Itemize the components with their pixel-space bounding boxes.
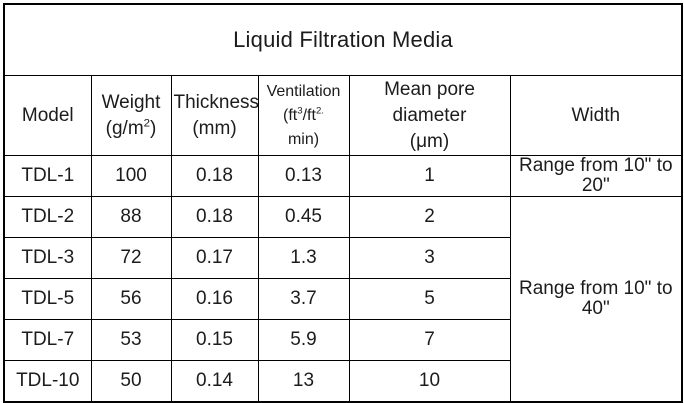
superscript: 2	[143, 117, 150, 130]
table-row: TDL-10 50 0.14 13 10	[3, 360, 682, 403]
header-ventilation-line3: min)	[287, 130, 320, 148]
cell-pore: 2	[348, 196, 511, 238]
cell-pore: 7	[348, 319, 511, 361]
cell-thickness: 0.17	[170, 237, 259, 279]
cell-ventilation: 0.45	[257, 196, 350, 238]
cell-thickness: 0.14	[170, 360, 259, 403]
header-pore-line3: (μm)	[409, 130, 450, 152]
cell-weight: 88	[90, 196, 172, 238]
title-row: Liquid Filtration Media	[3, 3, 683, 76]
superscript: 3	[297, 105, 303, 117]
cell-pore: 5	[348, 278, 511, 320]
cell-weight: 56	[90, 278, 172, 320]
cell-thickness: 0.15	[170, 319, 259, 361]
table-row: TDL-7 53 0.15 5.9 7	[3, 319, 682, 361]
cell-ventilation: 1.3	[257, 237, 350, 279]
cell-model: TDL-2	[3, 196, 92, 238]
header-model: Model	[3, 75, 92, 156]
header-mean-pore-diameter: Mean pore diameter (μm)	[348, 75, 511, 156]
cell-model: TDL-5	[3, 278, 92, 320]
header-thickness-line1: Thickness	[173, 91, 258, 113]
table-row: TDL-2 88 0.18 0.45 2 Range from 10" to 4…	[3, 196, 683, 403]
header-ventilation-line1: Ventilation	[266, 82, 341, 100]
table-title: Liquid Filtration Media	[3, 3, 683, 76]
table-row: TDL-5 56 0.16 3.7 5	[3, 278, 682, 320]
cell-ventilation: 3.7	[257, 278, 350, 320]
cell-weight: 100	[90, 155, 172, 197]
cell-model: TDL-3	[3, 237, 92, 279]
cell-width-range-10-20: Range from 10" to 20"	[509, 155, 683, 197]
cell-thickness: 0.18	[170, 155, 259, 197]
cell-ventilation: 0.13	[257, 155, 350, 197]
cell-thickness: 0.18	[170, 196, 259, 238]
header-ventilation: Ventilation (ft3/ft2. min)	[257, 75, 350, 156]
header-ventilation-line2: (ft3/ft2.	[283, 105, 324, 124]
header-weight-line1: Weight	[101, 91, 161, 113]
header-thickness: Thickness (mm)	[170, 75, 259, 156]
header-model-label: Model	[21, 104, 74, 126]
cell-thickness: 0.16	[170, 278, 259, 320]
header-pore-line1: Mean pore	[384, 78, 475, 100]
header-width: Width	[509, 75, 683, 156]
header-pore-line2: diameter	[392, 104, 467, 126]
header-row: Model Weight (g/m2) Thickness (mm) Venti…	[3, 75, 683, 156]
liquid-filtration-table: Liquid Filtration Media Model Weight (g/…	[3, 3, 684, 403]
header-thickness-line2: (mm)	[192, 117, 237, 139]
header-width-label: Width	[571, 104, 621, 126]
cell-ventilation: 13	[257, 360, 350, 403]
cell-weight: 50	[90, 360, 172, 403]
table-row: TDL-1 100 0.18 0.13 1 Range from 10" to …	[3, 155, 683, 197]
cell-pore: 1	[348, 155, 511, 197]
cell-model: TDL-10	[3, 360, 92, 403]
header-weight-line2: (g/m2)	[105, 117, 157, 139]
cell-weight: 53	[90, 319, 172, 361]
table-row: TDL-3 72 0.17 1.3 3	[3, 237, 682, 279]
cell-pore: 3	[348, 237, 511, 279]
cell-model: TDL-7	[3, 319, 92, 361]
cell-weight: 72	[90, 237, 172, 279]
superscript: 2.	[315, 105, 324, 117]
cell-ventilation: 5.9	[257, 319, 350, 361]
cell-pore: 10	[348, 360, 511, 403]
cell-width-range-10-40: Range from 10" to 40"	[509, 196, 683, 403]
header-weight: Weight (g/m2)	[90, 75, 172, 156]
cell-model: TDL-1	[3, 155, 92, 197]
